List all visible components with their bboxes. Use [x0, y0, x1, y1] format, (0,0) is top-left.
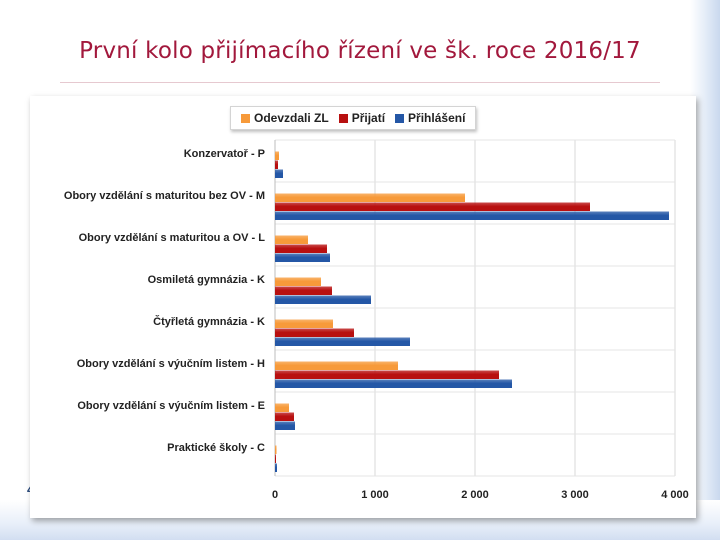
x-tick-label: 2 000 [461, 489, 489, 501]
bar-přijatí-6 [275, 412, 294, 421]
legend-item-prihlaseni: Přihlášení [395, 111, 465, 125]
bar-odevzdali-zl-4 [275, 319, 333, 328]
bar-odevzdali-zl-2 [275, 235, 308, 244]
bar-přijatí-1 [275, 202, 590, 211]
chart-frame: 0 1 000 2 000 3 000 4 000 Konzervatoř - P Obor… [30, 96, 696, 518]
legend-swatch-odevzdali [241, 113, 250, 123]
bar-přijatí-0 [275, 160, 278, 169]
bar-odevzdali-zl-5 [275, 361, 398, 370]
slide-title: První kolo přijímacího řízení ve šk. roc… [79, 38, 641, 64]
bar-odevzdali-zl-3 [275, 277, 321, 286]
legend-item-odevzdali: Odevzdali ZL [241, 111, 329, 125]
bar-přihlášení-2 [275, 253, 330, 262]
bar-přihlášení-3 [275, 295, 371, 304]
bar-přijatí-5 [275, 370, 499, 379]
category-label: Obory vzdělání s výučním listem - E [77, 400, 265, 412]
category-label: Obory vzdělání s maturitou bez OV - M [64, 190, 265, 202]
legend-swatch-prihlaseni [395, 113, 405, 123]
chart-legend: Odevzdali ZL Přijatí Přihlášení [230, 106, 477, 130]
title-divider [60, 82, 660, 83]
bar-přijatí-7 [275, 454, 276, 463]
bar-přihlášení-7 [275, 463, 277, 472]
bar-odevzdali-zl-7 [275, 445, 277, 454]
bar-přihlášení-4 [275, 337, 410, 346]
bar-odevzdali-zl-6 [275, 403, 289, 412]
bar-přijatí-4 [275, 328, 354, 337]
bar-přihlášení-6 [275, 421, 295, 430]
x-tick-label: 1 000 [361, 489, 389, 501]
category-label: Obory vzdělání s výučním listem - H [77, 358, 265, 370]
bar-přihlášení-1 [275, 211, 669, 220]
bar-odevzdali-zl-1 [275, 193, 465, 202]
category-label: Obory vzdělání s maturitou a OV - L [79, 232, 266, 244]
category-label: Praktické školy - C [167, 442, 265, 454]
bar-přihlášení-5 [275, 379, 512, 388]
category-label: Čtyřletá gymnázia - K [153, 315, 265, 328]
legend-label-prijati: Přijatí [351, 111, 386, 125]
legend-label-odevzdali: Odevzdali ZL [254, 111, 329, 125]
bar-přijatí-2 [275, 244, 327, 253]
x-tick-label: 3 000 [561, 489, 589, 501]
bar-odevzdali-zl-0 [275, 151, 279, 160]
bar-přijatí-3 [275, 286, 332, 295]
x-tick-label: 0 [272, 489, 278, 501]
category-label: Osmiletá gymnázia - K [148, 274, 265, 286]
bar-chart: 0 1 000 2 000 3 000 4 000 Konzervatoř - P Obor… [64, 139, 689, 501]
legend-label-prihlaseni: Přihlášení [408, 111, 466, 125]
legend-swatch-prijati [338, 113, 348, 123]
bar-přihlášení-0 [275, 169, 283, 178]
x-tick-label: 4 000 [661, 489, 689, 501]
legend-item-prijati: Přijatí [338, 111, 386, 125]
category-label: Konzervatoř - P [184, 148, 265, 160]
